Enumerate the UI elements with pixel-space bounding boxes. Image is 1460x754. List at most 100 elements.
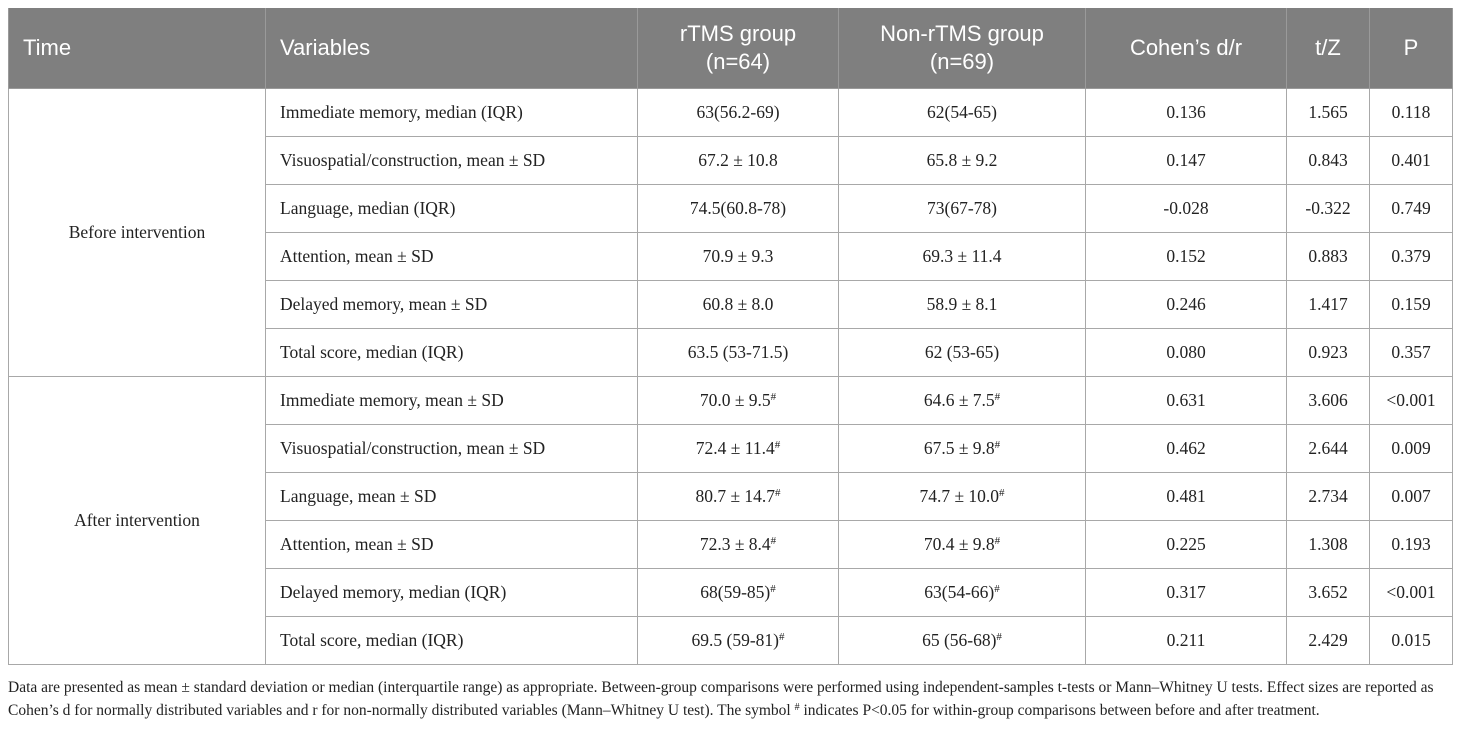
value-cell: 3.606 (1286, 376, 1370, 425)
header-text: Variables (280, 35, 371, 60)
cell-text: 0.883 (1308, 246, 1348, 266)
cell-text: 1.417 (1308, 294, 1348, 314)
column-header: Cohen’s d/r (1085, 8, 1287, 89)
column-header: Non-rTMS group (n=69) (838, 8, 1086, 89)
data-row: Before intervention Immediate memory, med… (8, 88, 1453, 377)
value-cell: 0.007 (1369, 472, 1453, 521)
cell-text: 80.7 ± 14.7 (695, 486, 776, 506)
cell-text: 2.644 (1308, 438, 1348, 458)
data-row: Delayed memory, mean ± SD 60.8 ± 8.0 58.9 … (9, 280, 1453, 329)
cell-text: Total score, median (IQR) (280, 342, 464, 362)
cell-text: 63.5 (53-71.5) (687, 342, 789, 362)
time-cell: After intervention (8, 376, 266, 665)
cell-superscript: # (774, 439, 781, 451)
note-superscript: # (794, 702, 800, 713)
data-row: Total score, median (IQR) 63.5 (53-71.5) 6… (9, 328, 1453, 377)
cell-text: Attention, mean ± SD (280, 534, 434, 554)
column-header: rTMS group (n=64) (637, 8, 839, 89)
cell-text: 63(54-66) (924, 582, 995, 602)
cell-text: <0.001 (1386, 390, 1436, 410)
value-cell: 65 (56-68)# (838, 616, 1086, 665)
variable-cell: Delayed memory, median (IQR) (265, 568, 638, 617)
header-text: (n=64) (705, 49, 771, 74)
cell-text: 0.015 (1391, 630, 1431, 650)
value-cell: 70.4 ± 9.8# (838, 520, 1086, 569)
time-text: Before intervention (68, 222, 206, 242)
value-cell: <0.001 (1369, 376, 1453, 425)
cell-text: Delayed memory, median (IQR) (280, 582, 507, 602)
value-cell: 0.080 (1085, 328, 1287, 377)
cell-superscript: # (770, 535, 777, 547)
value-cell: 0.462 (1085, 424, 1287, 473)
column-header: t/Z (1286, 8, 1370, 89)
value-cell: 0.211 (1085, 616, 1287, 665)
value-cell: 0.481 (1085, 472, 1287, 521)
value-cell: -0.028 (1085, 184, 1287, 233)
cell-text: 74.5(60.8-78) (689, 198, 787, 218)
column-header: Variables (265, 8, 638, 89)
note-text: indicates P<0.05 for within-group compar… (799, 702, 1320, 719)
value-cell: 0.015 (1369, 616, 1453, 665)
variable-cell: Immediate memory, mean ± SD (265, 376, 638, 425)
value-cell: 2.734 (1286, 472, 1370, 521)
cell-text: 63(56.2-69) (696, 102, 780, 122)
cell-text: 60.8 ± 8.0 (702, 294, 774, 314)
table-wrap: Time Variables rTMS group (n=64) Non-rTMS gr… (8, 8, 1453, 665)
value-cell: 63(56.2-69) (637, 88, 839, 137)
header-text: P (1403, 35, 1419, 60)
cell-text: 0.843 (1308, 150, 1348, 170)
value-cell: 0.883 (1286, 232, 1370, 281)
data-row: Attention, mean ± SD 70.9 ± 9.3 69.3 ± 11.… (9, 232, 1453, 281)
cell-text: 65 (56-68) (922, 630, 997, 650)
cell-text: 2.429 (1308, 630, 1348, 650)
variable-cell: Language, mean ± SD (265, 472, 638, 521)
cell-text: Attention, mean ± SD (280, 246, 434, 266)
cell-text: 69.3 ± 11.4 (922, 246, 1002, 266)
header-text: Cohen’s d/r (1129, 35, 1243, 60)
variable-cell: Visuospatial/construction, mean ± SD (265, 424, 638, 473)
value-cell: 64.6 ± 7.5# (838, 376, 1086, 425)
value-cell: <0.001 (1369, 568, 1453, 617)
cell-text: 70.0 ± 9.5 (699, 390, 771, 410)
cell-superscript: # (994, 583, 1000, 595)
cell-text: 70.9 ± 9.3 (702, 246, 774, 266)
cell-text: -0.322 (1305, 198, 1351, 218)
value-cell: 69.3 ± 11.4 (838, 232, 1086, 281)
cell-text: 74.7 ± 10.0 (919, 486, 1000, 506)
data-row: Visuospatial/construction, mean ± SD 72.4… (9, 424, 1453, 473)
value-cell: 67.5 ± 9.8# (838, 424, 1086, 473)
value-cell: 72.3 ± 8.4# (637, 520, 839, 569)
cell-text: 0.357 (1391, 342, 1431, 362)
value-cell: 1.417 (1286, 280, 1370, 329)
value-cell: 0.317 (1085, 568, 1287, 617)
value-cell: 0.136 (1085, 88, 1287, 137)
cell-text: 0.462 (1166, 438, 1206, 458)
cell-text: Total score, median (IQR) (280, 630, 464, 650)
cell-text: Visuospatial/construction, mean ± SD (280, 438, 546, 458)
cell-superscript: # (999, 487, 1005, 499)
cell-text: Immediate memory, median (IQR) (280, 102, 523, 122)
cell-text: 2.734 (1308, 486, 1348, 506)
cell-text: 64.6 ± 7.5 (923, 390, 995, 410)
cell-superscript: # (770, 583, 776, 595)
cell-text: 65.8 ± 9.2 (926, 150, 998, 170)
note-text: Data are presented as mean ± standard de… (8, 679, 1434, 719)
value-cell: 0.152 (1085, 232, 1287, 281)
cell-text: 0.401 (1391, 150, 1431, 170)
value-cell: 0.357 (1369, 328, 1453, 377)
results-table: Time Variables rTMS group (n=64) Non-rTMS gr… (8, 8, 1453, 665)
value-cell: 0.159 (1369, 280, 1453, 329)
cell-text: 0.152 (1166, 246, 1206, 266)
cell-text: 0.481 (1166, 486, 1206, 506)
value-cell: 63(54-66)# (838, 568, 1086, 617)
variable-cell: Visuospatial/construction, mean ± SD (265, 136, 638, 185)
value-cell: 74.7 ± 10.0# (838, 472, 1086, 521)
cell-text: 0.136 (1166, 102, 1206, 122)
cell-text: 67.5 ± 9.8 (923, 438, 995, 458)
cell-text: 0.193 (1391, 534, 1431, 554)
value-cell: 0.009 (1369, 424, 1453, 473)
value-cell: 70.0 ± 9.5# (637, 376, 839, 425)
cell-text: Immediate memory, mean ± SD (280, 390, 504, 410)
cell-text: 0.080 (1166, 342, 1206, 362)
